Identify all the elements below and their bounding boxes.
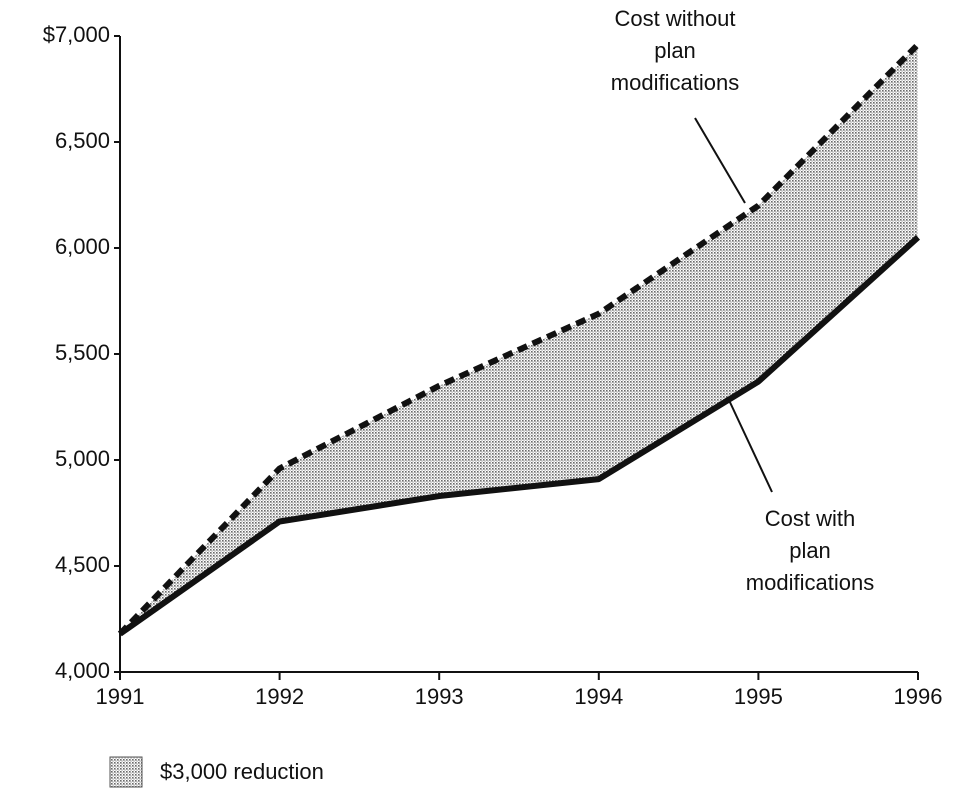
- x-tick-label: 1994: [574, 684, 623, 709]
- y-tick-label: 5,500: [55, 340, 110, 365]
- y-tick-label: 6,000: [55, 234, 110, 259]
- annotation: plan: [654, 38, 696, 63]
- annotation: plan: [789, 538, 831, 563]
- annotation: Cost with: [765, 506, 855, 531]
- annotation: modifications: [611, 70, 739, 95]
- y-tick-label: $7,000: [43, 22, 110, 47]
- y-tick-label: 4,500: [55, 552, 110, 577]
- y-tick-label: 4,000: [55, 658, 110, 683]
- leader-line: [694, 117, 746, 204]
- x-tick-label: 1996: [894, 684, 943, 709]
- x-tick-label: 1993: [415, 684, 464, 709]
- y-tick-label: 6,500: [55, 128, 110, 153]
- annotation: Cost without: [614, 6, 735, 31]
- y-tick-label: 5,000: [55, 446, 110, 471]
- legend-label: $3,000 reduction: [160, 759, 324, 784]
- annotation: modifications: [746, 570, 874, 595]
- series-line: [117, 42, 921, 636]
- x-tick-label: 1991: [96, 684, 145, 709]
- legend-swatch: [109, 756, 143, 788]
- x-tick-label: 1995: [734, 684, 783, 709]
- leader-line: [727, 397, 773, 493]
- reduction-area: [120, 44, 918, 634]
- series-line: [118, 235, 921, 637]
- x-tick-label: 1992: [255, 684, 304, 709]
